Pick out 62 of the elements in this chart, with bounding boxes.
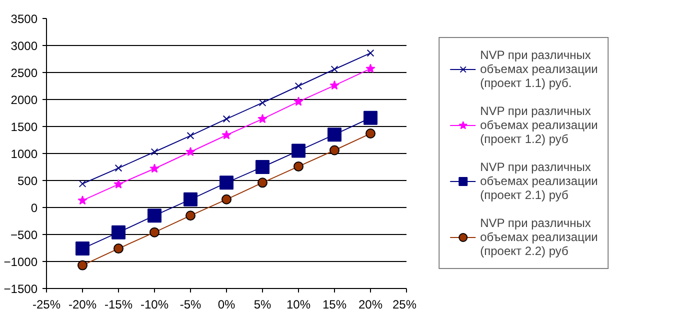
- x-tick-label: -20%: [68, 298, 97, 312]
- x-tick-label: 20%: [358, 298, 383, 312]
- y-tick-label: −500: [10, 228, 38, 242]
- point: [78, 180, 86, 188]
- point: [114, 244, 124, 254]
- y-tick-label: 1500: [10, 120, 38, 134]
- x-tick-label: 10%: [286, 298, 311, 312]
- point: [366, 49, 374, 57]
- point: [114, 164, 122, 172]
- point: [258, 178, 268, 188]
- point: [78, 195, 88, 205]
- point: [220, 176, 234, 190]
- y-tick-label: −1500: [4, 282, 38, 296]
- point: [186, 132, 194, 140]
- y-tick-label: −1000: [4, 255, 38, 269]
- point: [330, 66, 338, 73]
- x-tick-label: 5%: [254, 298, 272, 312]
- point: [222, 194, 232, 204]
- point: [366, 64, 376, 73]
- point: [148, 208, 162, 223]
- point: [256, 160, 270, 174]
- point: [150, 148, 158, 156]
- point: [150, 227, 160, 238]
- point: [112, 225, 126, 240]
- x-tick-label: -10%: [140, 298, 169, 312]
- point: [258, 99, 266, 106]
- point: [330, 80, 340, 90]
- legend-label: NVP при различных объемах реализации (проект 2.2) руб: [480, 216, 598, 258]
- point: [150, 164, 160, 173]
- point: [330, 145, 340, 156]
- point: [294, 96, 304, 106]
- point: [186, 146, 196, 156]
- y-tick-label: 1000: [10, 147, 38, 161]
- x-tick-label: -5%: [180, 298, 202, 312]
- x-tick-label: 25%: [392, 298, 417, 312]
- point: [222, 115, 230, 123]
- x-tick-label: 0%: [218, 298, 236, 312]
- legend-label: NVP при различных объемах реализации (проект 1.1) руб.: [480, 48, 598, 90]
- point: [186, 210, 196, 221]
- legend-label: NVP при различных объемах реализации (проект 1.2) руб: [480, 104, 598, 146]
- point: [258, 114, 268, 124]
- legend-label: NVP при различных объемах реализации (проект 2.1) руб: [480, 160, 598, 202]
- point: [294, 82, 302, 90]
- point: [76, 242, 90, 256]
- y-tick-label: 2500: [10, 66, 38, 80]
- point: [364, 110, 378, 125]
- y-tick-label: 3000: [10, 39, 38, 53]
- y-tick-label: 0: [30, 201, 38, 215]
- x-tick-label: 15%: [322, 298, 347, 312]
- x-tick-label: -25%: [32, 298, 61, 312]
- point: [184, 192, 198, 206]
- y-tick-label: 2000: [10, 93, 38, 107]
- point: [78, 260, 88, 270]
- point: [222, 130, 232, 140]
- point: [328, 128, 342, 142]
- x-tick-label: -15%: [104, 298, 133, 312]
- point: [294, 161, 304, 172]
- point: [114, 179, 124, 188]
- y-tick-label: 500: [17, 174, 38, 188]
- point: [366, 128, 376, 139]
- point: [292, 144, 306, 158]
- y-tick-label: 3500: [10, 12, 38, 26]
